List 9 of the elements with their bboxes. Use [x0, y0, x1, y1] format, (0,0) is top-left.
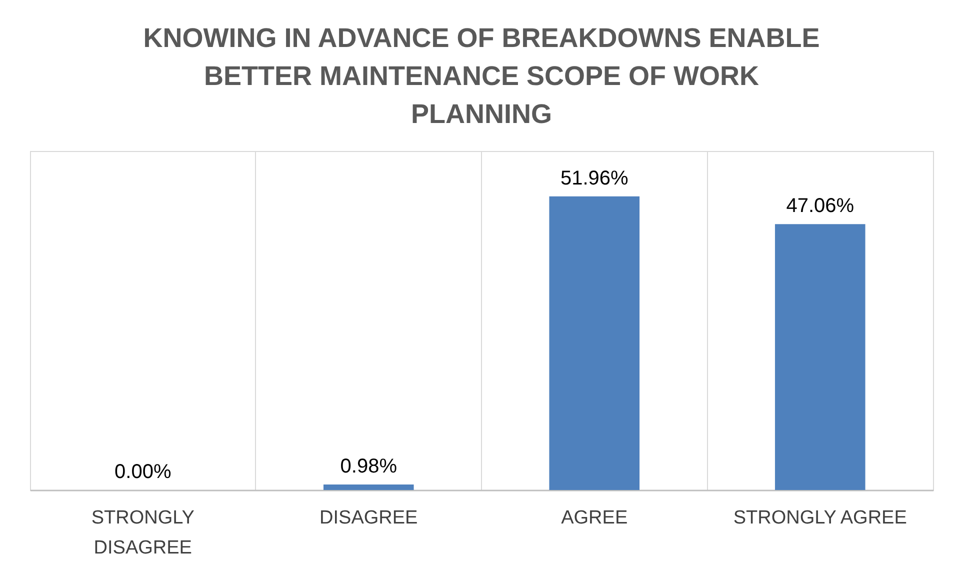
- x-tick-label: STRONGLY AGREE: [733, 508, 907, 528]
- data-label: 0.98%: [340, 455, 398, 478]
- x-tick-label: AGREE: [561, 508, 628, 528]
- chart-title: KNOWING IN ADVANCE OF BREAKDOWNS ENABLE BETTER MAINTENANCE SCOPE OF WORK PLANNING: [143, 23, 820, 129]
- x-tick-label: DISAGREE: [320, 508, 418, 528]
- data-label: 47.06%: [786, 195, 854, 218]
- x-tick-label: STRONGLY DISAGREE: [91, 508, 195, 558]
- data-label: 0.00%: [114, 461, 172, 483]
- data-label: 51.96%: [560, 167, 628, 190]
